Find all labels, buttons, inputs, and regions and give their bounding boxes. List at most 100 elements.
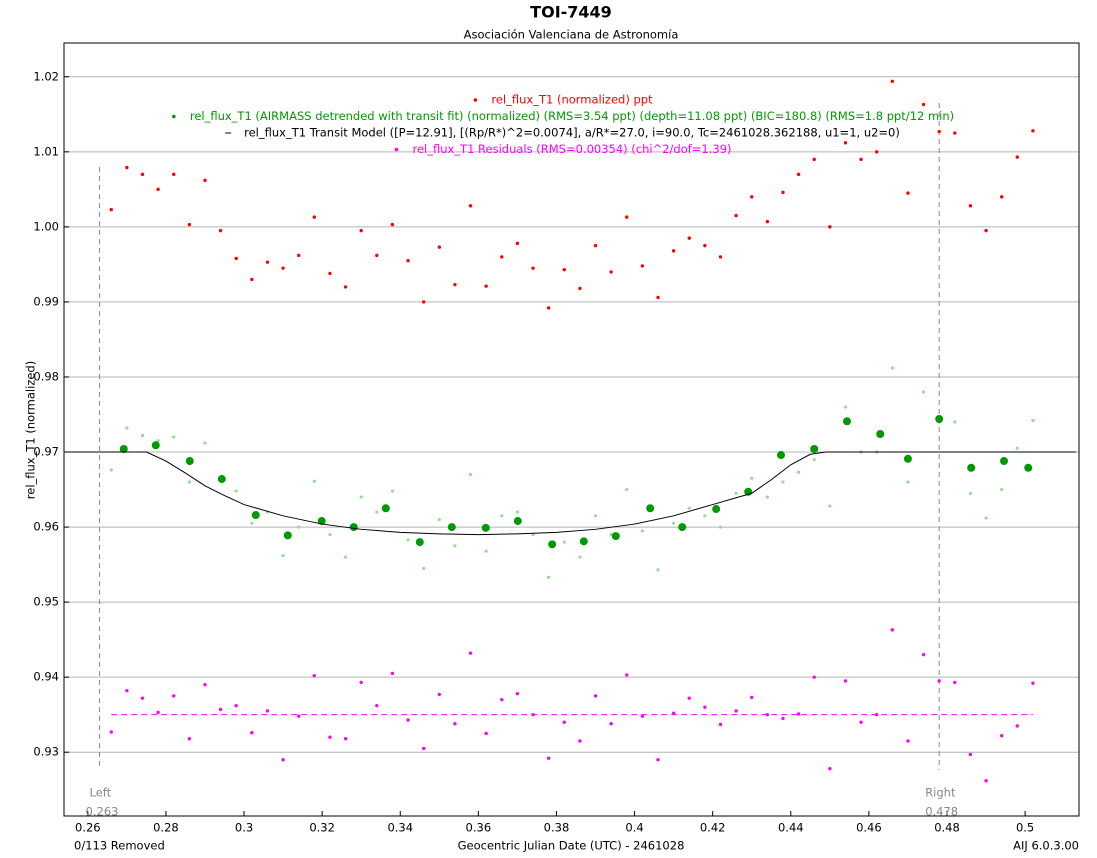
data-point [453,544,457,548]
data-point [109,468,113,472]
data-point [593,514,598,518]
data-point [484,731,488,736]
data-point [312,215,317,219]
x-tick-label: 0.36 [466,821,492,835]
data-point [935,414,944,423]
data-point [187,737,192,741]
x-tick-label: 0.46 [856,821,882,835]
plot-frame [63,42,1080,817]
data-point [250,730,254,735]
data-point [765,219,770,224]
data-point [468,204,473,208]
data-point [359,680,363,685]
data-point [953,680,957,685]
data-point [453,282,457,287]
data-point [781,480,785,484]
data-point [812,675,816,679]
y-tick-label: 0.93 [33,745,59,759]
data-point [750,695,754,700]
boundary-label: Left [90,786,112,800]
data-point [843,141,848,145]
data-point [625,673,629,677]
data-point [859,157,863,162]
data-point [593,694,598,698]
x-tick-label: 0.44 [778,821,804,835]
data-point [187,222,192,227]
data-point [578,739,582,743]
data-point [890,366,894,370]
data-point [500,514,504,518]
data-point [953,131,957,135]
data-point [656,758,660,762]
data-point [251,511,260,520]
version: AIJ 6.0.3.00 [1013,839,1079,853]
boundary-value: 0.478 [925,805,958,819]
data-point [349,523,358,532]
data-point [531,532,535,537]
data-point [656,295,660,300]
data-point [297,253,301,258]
data-point [453,721,457,726]
x-tick-label: 0.42 [700,821,726,835]
data-point [437,517,441,522]
y-tick-label: 0.96 [33,520,59,534]
x-tick-label: 0.32 [309,821,335,835]
data-point [513,517,522,526]
data-point [421,300,426,304]
data-point [1000,487,1004,492]
data-point [765,712,770,717]
data-point [579,537,588,546]
y-tick-label: 1.02 [33,69,59,83]
data-point [906,739,910,743]
x-tick-label: 0.28 [153,821,179,835]
legend-label: rel_flux_T1 Residuals (RMS=0.00354) (chi… [412,142,731,156]
data-point [447,523,456,532]
data-point [109,730,113,734]
data-point [611,532,620,541]
data-point [119,445,128,454]
data-point [828,767,832,771]
data-point [593,243,598,248]
data-point [125,426,129,430]
data-point [218,707,223,712]
data-point [218,228,223,233]
data-point [1015,446,1019,450]
data-point [640,264,645,268]
data-point [968,752,973,757]
data-point [671,711,676,715]
data-point [703,514,707,518]
data-point [562,720,566,724]
legend-label: rel_flux_T1 (AIRMASS detrended with tran… [190,109,954,123]
data-point [359,495,363,499]
data-point [390,222,395,227]
data-point [548,540,557,549]
data-point [406,258,410,263]
y-tick-label: 0.95 [33,595,59,609]
data-point [343,737,348,741]
data-point [672,521,676,525]
data-point [687,696,691,700]
x-tick-label: 0.4 [625,821,643,835]
data-point [547,575,551,579]
data-point [1000,457,1009,466]
data-point [640,529,644,533]
x-tick-label: 0.48 [934,821,960,835]
data-point [906,191,910,195]
data-point [703,705,707,709]
data-point [953,420,957,424]
data-point [422,566,426,570]
y-tick-label: 1.00 [33,219,59,233]
data-point [718,722,723,727]
data-point [151,441,160,450]
data-point [921,652,926,657]
data-point [843,405,848,409]
data-point [187,480,191,484]
data-point [265,260,270,264]
data-point [640,714,645,718]
data-point [781,190,785,195]
data-point [437,245,442,249]
data-point [843,679,848,683]
data-point [328,271,332,276]
data-point [234,256,238,261]
data-point [500,697,504,702]
